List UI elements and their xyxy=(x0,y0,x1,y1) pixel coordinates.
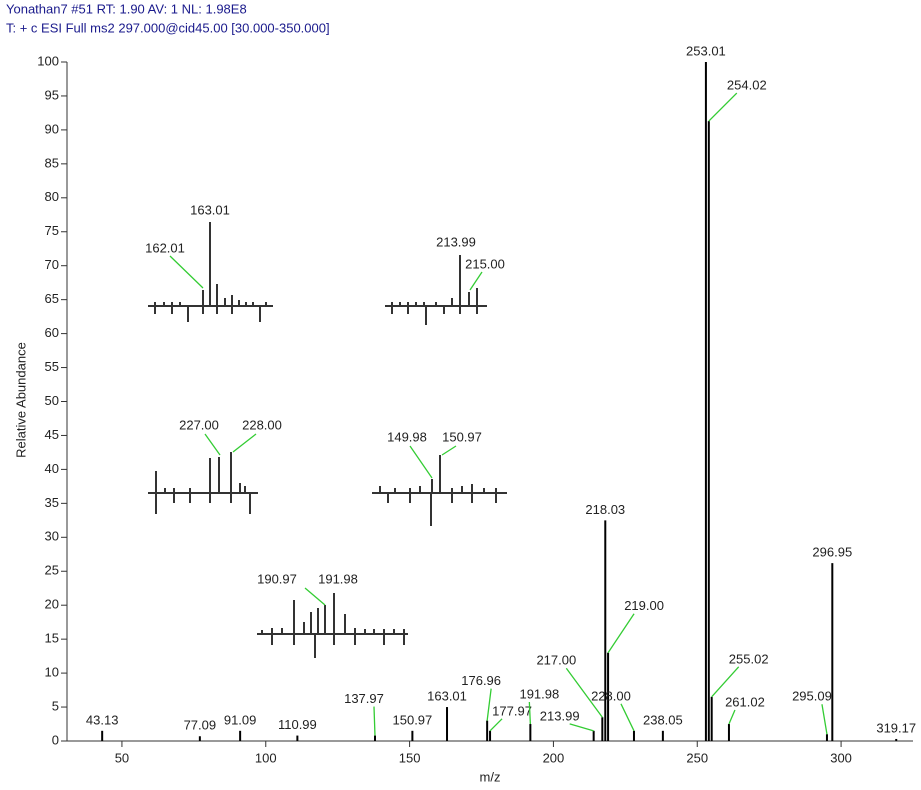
leader-line xyxy=(373,706,376,736)
y-tick-label: 90 xyxy=(45,121,59,136)
y-tick-label: 75 xyxy=(45,223,59,238)
leader-line xyxy=(528,701,532,725)
peak-label: 191.98 xyxy=(519,686,559,701)
inset-label: 162.01 xyxy=(145,240,185,255)
peak-label: 253.01 xyxy=(686,43,726,58)
x-tick-label: 250 xyxy=(686,750,708,765)
leader-line xyxy=(607,613,635,654)
peak-label: 110.99 xyxy=(278,717,317,732)
x-axis-label: m/z xyxy=(480,769,501,784)
peak-label: 254.02 xyxy=(727,78,767,93)
inset: 190.97 191.98 xyxy=(257,571,408,658)
y-tick-label: 80 xyxy=(45,189,59,204)
peak-label: 163.01 xyxy=(427,688,467,703)
y-tick-label: 60 xyxy=(45,325,59,340)
peak-label: 238.05 xyxy=(643,712,683,727)
peak-label: 295.09 xyxy=(792,689,832,704)
inset: 163.01 162.01 xyxy=(145,202,273,322)
header-line: Yonathan7 #51 RT: 1.90 AV: 1 NL: 1.98E8 xyxy=(6,1,247,16)
y-tick-label: 65 xyxy=(45,291,59,306)
y-tick-label: 40 xyxy=(45,461,59,476)
inset-label: 191.98 xyxy=(318,571,358,586)
inset: 227.00 228.00 xyxy=(148,417,282,514)
y-tick-label: 35 xyxy=(45,495,59,510)
leader-line xyxy=(708,92,738,122)
inset-label: 215.00 xyxy=(465,256,505,271)
inset: 213.99 215.00 xyxy=(385,234,505,325)
peak-label: 261.02 xyxy=(725,694,765,709)
peak-label: 150.97 xyxy=(393,712,433,727)
inset-label: 163.01 xyxy=(190,202,230,217)
peak-label: 219.00 xyxy=(624,598,664,613)
peak-label: 176.96 xyxy=(461,673,501,688)
y-tick-label: 55 xyxy=(45,359,59,374)
peak-label: 137.97 xyxy=(344,691,384,706)
leader-line xyxy=(489,718,503,732)
y-tick-label: 95 xyxy=(45,87,59,102)
y-tick-label: 0 xyxy=(52,732,59,747)
leader-line xyxy=(486,688,492,721)
inset: 149.98 150.97 xyxy=(372,429,507,526)
y-tick-label: 5 xyxy=(52,698,59,713)
leader-line xyxy=(620,703,635,732)
peak-label: 319.17 xyxy=(876,720,916,735)
peak-label: 218.03 xyxy=(585,502,625,517)
peak-label: 43.13 xyxy=(86,712,119,727)
header-line: T: + c ESI Full ms2 297.000@cid45.00 [30… xyxy=(6,20,330,35)
peak-label: 255.02 xyxy=(729,651,769,666)
inset-label: 227.00 xyxy=(179,417,219,432)
x-tick-label: 200 xyxy=(543,750,565,765)
y-tick-label: 85 xyxy=(45,155,59,170)
inset-label: 190.97 xyxy=(257,571,297,586)
y-tick-label: 30 xyxy=(45,529,59,544)
x-tick-label: 150 xyxy=(399,750,421,765)
x-tick-label: 100 xyxy=(255,750,277,765)
inset-label: 228.00 xyxy=(242,417,282,432)
peak-label: 296.95 xyxy=(812,545,852,560)
y-tick-label: 15 xyxy=(45,631,59,646)
y-axis-label: Relative Abundance xyxy=(13,342,28,458)
y-tick-label: 10 xyxy=(45,665,59,680)
peak-label: 228.00 xyxy=(591,688,631,703)
y-tick-label: 20 xyxy=(45,597,59,612)
peak-label: 213.99 xyxy=(540,708,580,723)
inset-label: 213.99 xyxy=(436,234,476,249)
leader-line xyxy=(569,723,594,732)
peak-label: 91.09 xyxy=(224,712,257,727)
leader-line xyxy=(565,667,603,718)
y-tick-label: 45 xyxy=(45,427,59,442)
x-tick-label: 50 xyxy=(115,750,129,765)
y-tick-label: 70 xyxy=(45,257,59,272)
peak-label: 77.09 xyxy=(184,718,217,733)
peak-label: 177.97 xyxy=(492,703,532,718)
inset-label: 149.98 xyxy=(387,429,427,444)
y-tick-label: 50 xyxy=(45,393,59,408)
inset-label: 150.97 xyxy=(442,429,482,444)
y-tick-label: 100 xyxy=(37,53,59,68)
leader-line xyxy=(711,666,740,698)
peak-label: 217.00 xyxy=(536,653,576,668)
leader-line xyxy=(728,709,736,725)
y-tick-label: 25 xyxy=(45,563,59,578)
x-tick-label: 300 xyxy=(830,750,852,765)
leader-line xyxy=(821,704,828,735)
